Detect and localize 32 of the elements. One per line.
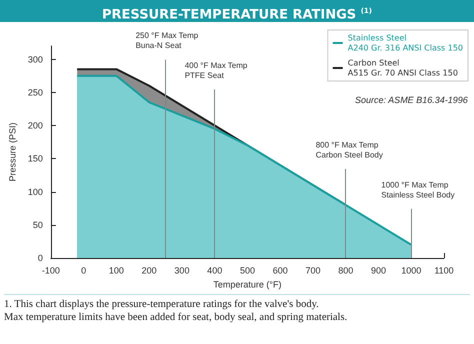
x-tick-label: -100 <box>42 266 60 276</box>
x-axis-title: Temperature (°F) <box>213 279 282 290</box>
y-tick-label: 200 <box>28 120 43 130</box>
y-tick-label: 300 <box>28 54 43 64</box>
legend-label: Carbon Steel A515 Gr. 70 ANSI Class 150 <box>348 58 458 78</box>
x-tick-label: 0 <box>81 266 86 276</box>
ref-line-label: 800 °F Max Temp Carbon Steel Body <box>316 140 383 160</box>
x-tick-label: 100 <box>108 266 124 276</box>
x-tick-label: 900 <box>370 266 386 276</box>
x-tick-label: 200 <box>142 266 157 276</box>
y-axis-title: Pressure (PSI) <box>8 122 18 182</box>
annotation: Source: ASME B16.34-1996 <box>355 95 468 105</box>
x-tick-label: 600 <box>272 266 288 276</box>
x-tick-label: 400 <box>207 266 222 276</box>
legend-label: Stainless Steel A240 Gr. 316 ANSI Class 150 <box>348 34 463 52</box>
x-tick-label: 300 <box>174 266 190 276</box>
y-tick-label: 100 <box>28 186 43 197</box>
y-tick-label: 0 <box>38 253 43 263</box>
ref-line-label: 1000 °F Max Temp Stainless Steel Body <box>381 180 455 200</box>
x-tick-label: 700 <box>305 266 320 276</box>
x-tick-label: 800 <box>338 266 354 276</box>
x-tick-label: 1100 <box>434 266 454 276</box>
chart-title: PRESSURE-TEMPERATURE RATINGS $^{(1)}$ <box>0 0 474 22</box>
y-tick-label: 50 <box>32 220 43 230</box>
x-tick-label: 1000 <box>401 266 422 276</box>
y-tick-label: 250 <box>28 87 43 98</box>
ref-line-label: 250 °F Max Temp Buna-N Seat <box>136 31 199 50</box>
ref-line-label: 400 °F Max Temp PTFE Seat <box>184 61 248 80</box>
x-tick-label: 500 <box>240 266 255 276</box>
text: Max temperature limits have been added for seat, body seal, and spring materials. <box>4 311 348 324</box>
y-tick-label: 150 <box>28 154 43 164</box>
text: 1. This chart displays the pressure-temperature ratings for the valve's body. <box>4 298 320 311</box>
